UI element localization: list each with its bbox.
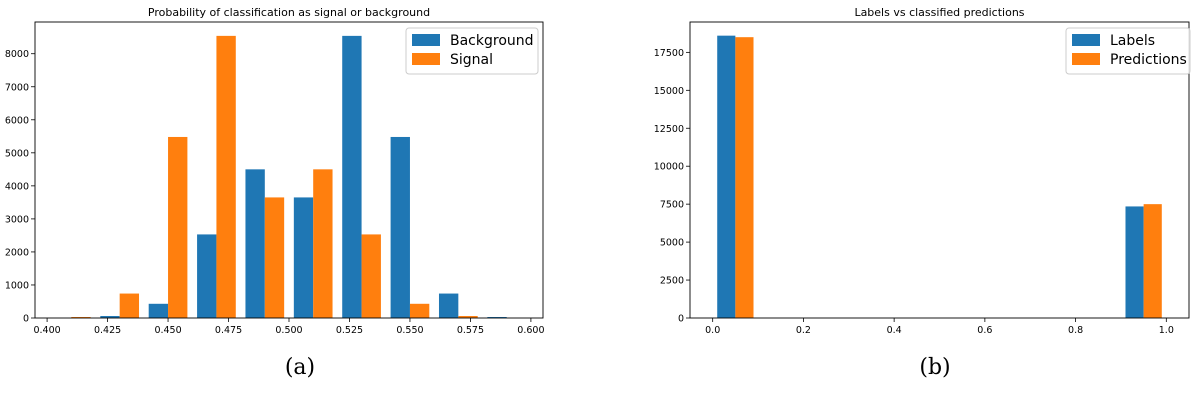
bar-signal-5 — [313, 169, 333, 318]
y-tick-label: 10000 — [654, 162, 684, 173]
x-tick-label: 0.600 — [517, 325, 544, 336]
bar-signal-1 — [119, 293, 140, 318]
x-tick-label: 0.400 — [33, 325, 60, 336]
bar-background-1 — [100, 316, 120, 318]
y-tick-label: 7000 — [5, 82, 29, 93]
y-tick-label: 2500 — [660, 276, 684, 287]
bar-background-7 — [390, 136, 410, 318]
bar-background-2 — [148, 303, 169, 318]
chart-1: Labels vs classified predictions 0.0 0.2 0.… — [654, 6, 1191, 380]
x-tick-label: 0.4 — [887, 325, 902, 336]
legend-swatch — [1072, 34, 1100, 46]
bar-labels-9 — [1125, 206, 1144, 318]
bar-signal-8 — [458, 316, 478, 318]
legend-label: Signal — [450, 52, 493, 68]
y-tick-label: 8000 — [5, 49, 29, 60]
bar-signal-4 — [264, 197, 285, 318]
bar-signal-7 — [409, 303, 430, 318]
figure-caption: (a) — [285, 355, 315, 380]
x-tick-label: 0.450 — [154, 325, 181, 336]
chart-0: Probability of classification as signal … — [5, 6, 545, 380]
y-tick-label: 17500 — [654, 48, 684, 59]
y-tick-label: 2000 — [5, 247, 29, 258]
y-tick-label: 0 — [23, 314, 29, 325]
x-tick-label: 0.500 — [275, 325, 302, 336]
y-tick-label: 5000 — [660, 238, 684, 249]
legend-label: Predictions — [1110, 52, 1187, 68]
y-tick-label: 5000 — [5, 148, 29, 159]
legend: Background Signal — [405, 27, 539, 75]
bar-background-8 — [438, 293, 459, 318]
x-tick-label: 0.475 — [215, 325, 242, 336]
bar-predictions-9 — [1143, 204, 1162, 318]
x-tick-label: 1.0 — [1159, 325, 1174, 336]
x-tick-label: 0.8 — [1068, 325, 1083, 336]
chart-title: Probability of classification as signal … — [148, 6, 430, 19]
y-tick-label: 4000 — [5, 181, 29, 192]
x-tick-label: 0.575 — [457, 325, 484, 336]
y-tick-label: 15000 — [654, 86, 684, 97]
bar-background-5 — [293, 197, 314, 318]
legend-swatch — [1072, 53, 1100, 65]
x-tick-label: 0.2 — [796, 325, 811, 336]
legend-label: Background — [450, 33, 534, 49]
legend-swatch — [412, 34, 440, 46]
bar-background-6 — [342, 35, 362, 318]
y-tick-label: 6000 — [5, 115, 29, 126]
plot-frame — [689, 21, 1190, 319]
bar-signal-3 — [216, 35, 236, 318]
y-tick-label: 0 — [678, 314, 684, 325]
legend-swatch — [412, 53, 440, 65]
x-tick-label: 0.550 — [396, 325, 423, 336]
x-tick-label: 0.6 — [977, 325, 992, 336]
bar-signal-0 — [71, 317, 91, 318]
y-tick-label: 1000 — [5, 280, 29, 291]
legend-label: Labels — [1110, 33, 1155, 49]
figure-caption: (b) — [919, 355, 950, 380]
bar-labels-0 — [717, 35, 736, 319]
chart-title: Labels vs classified predictions — [854, 6, 1024, 19]
x-tick-label: 0.0 — [705, 325, 720, 336]
x-tick-label: 0.425 — [94, 325, 121, 336]
bar-background-9 — [487, 317, 507, 318]
x-tick-label: 0.525 — [336, 325, 363, 336]
bar-predictions-0 — [735, 37, 754, 319]
y-tick-label: 12500 — [654, 124, 684, 135]
bar-background-4 — [245, 169, 265, 318]
bar-signal-2 — [168, 136, 188, 318]
legend: Labels Predictions — [1065, 27, 1191, 75]
bar-background-3 — [197, 234, 217, 318]
y-tick-label: 3000 — [5, 214, 29, 225]
y-tick-label: 7500 — [660, 200, 684, 211]
bar-signal-6 — [361, 234, 381, 318]
